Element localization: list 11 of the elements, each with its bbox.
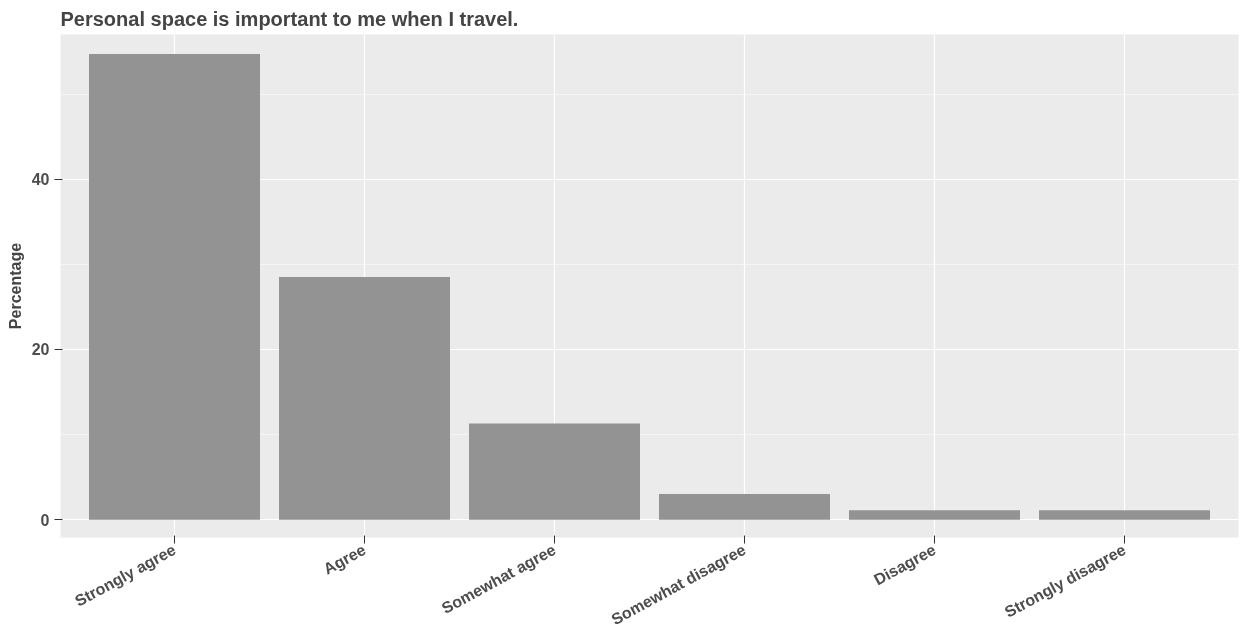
chart-title: Personal space is important to me when I travel.	[60, 7, 519, 30]
bar	[89, 54, 260, 520]
bar	[279, 277, 450, 520]
y-axis-title: Percentage	[6, 242, 24, 330]
bar	[469, 423, 640, 520]
bar	[659, 494, 830, 520]
y-tick-label: 0	[40, 511, 50, 529]
y-tick-label: 20	[31, 341, 50, 359]
bar	[849, 510, 1020, 520]
y-tick-label: 40	[31, 171, 50, 189]
bar	[1039, 510, 1210, 520]
